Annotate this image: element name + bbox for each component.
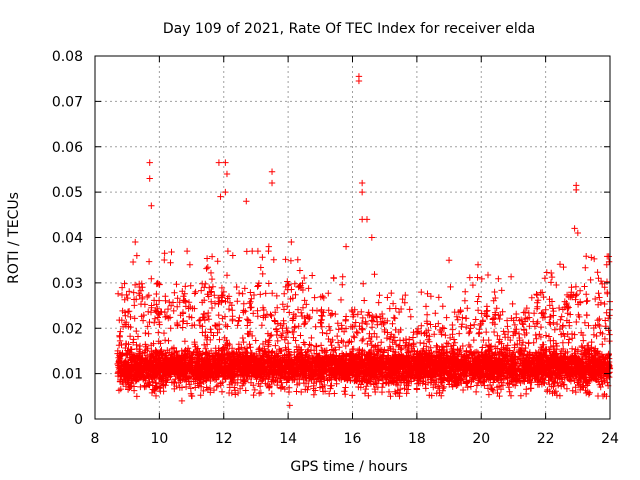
x-axis-label: GPS time / hours (290, 459, 407, 475)
x-tick-label: 16 (344, 431, 362, 447)
data-point (268, 168, 276, 175)
data-point (571, 225, 578, 232)
x-tick-label: 12 (215, 431, 233, 447)
data-point (368, 234, 376, 241)
x-tick-label: 14 (279, 431, 297, 447)
y-tick-label: 0.07 (52, 94, 83, 110)
data-point (133, 252, 141, 259)
y-tick-label: 0.05 (52, 185, 83, 201)
data-point (132, 238, 139, 246)
data-point (222, 188, 229, 196)
x-tick-label: 8 (91, 431, 100, 447)
data-point (445, 256, 453, 264)
data-point (222, 159, 229, 166)
x-tick-label: 20 (472, 431, 490, 447)
data-point (355, 77, 363, 85)
data-point (363, 216, 371, 223)
x-tick-label: 24 (601, 431, 619, 447)
chart-title: Day 109 of 2021, Rate Of TEC Index for r… (163, 21, 535, 37)
data-point (358, 188, 366, 196)
y-axis-label: ROTI / TECUs (6, 192, 22, 284)
y-tick-label: 0.06 (52, 140, 83, 156)
x-tick-label: 22 (537, 431, 555, 447)
data-point (215, 159, 223, 166)
data-point (148, 202, 155, 209)
data-points (114, 73, 614, 409)
y-tick-label: 0 (74, 412, 83, 428)
data-point (474, 261, 482, 268)
y-tick-label: 0.04 (52, 231, 83, 247)
x-tick-labels: 8 10 12 14 16 18 20 22 24 (91, 431, 619, 447)
y-tick-label: 0.03 (52, 276, 83, 292)
data-point (217, 193, 224, 200)
data-point (223, 170, 231, 178)
y-tick-label: 0.01 (52, 367, 83, 383)
data-point (178, 397, 186, 405)
data-point (573, 186, 580, 194)
x-tick-label: 18 (408, 431, 426, 447)
data-point (358, 179, 366, 187)
grid-lines (95, 56, 610, 419)
axis-ticks (94, 55, 611, 420)
data-point (268, 179, 276, 187)
data-point (574, 229, 582, 237)
data-point (265, 243, 273, 250)
x-tick-label: 10 (150, 431, 168, 447)
point-cloud (114, 247, 614, 400)
y-tick-labels: 0 0.01 0.02 0.03 0.04 0.05 0.06 0.07 0.08 (52, 49, 83, 428)
data-point (286, 402, 293, 409)
data-point (146, 175, 153, 182)
data-point (603, 261, 610, 268)
data-point (133, 393, 141, 400)
data-point (243, 198, 250, 205)
data-point (146, 159, 153, 166)
data-point (288, 238, 295, 246)
y-tick-label: 0.08 (52, 49, 83, 65)
y-tick-label: 0.02 (52, 321, 83, 337)
data-point (342, 243, 350, 250)
